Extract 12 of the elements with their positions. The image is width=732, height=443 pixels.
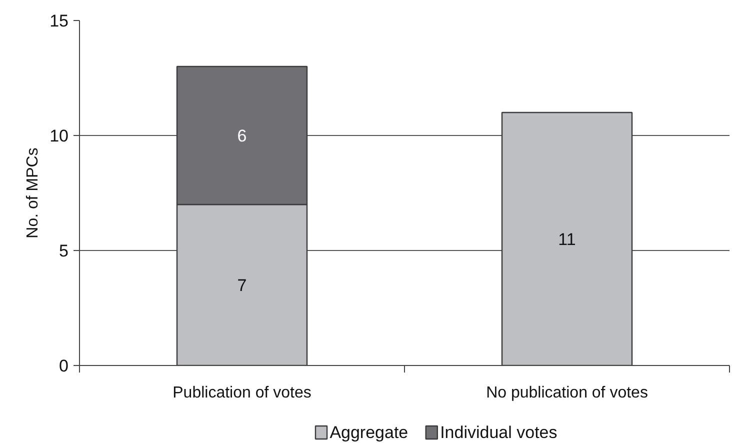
legend-label: Individual votes [440, 423, 558, 442]
legend-label: Aggregate [330, 423, 408, 442]
x-tick-label: No publication of votes [486, 384, 648, 402]
y-tick-label: 0 [59, 356, 69, 376]
y-tick-label: 5 [59, 242, 69, 260]
data-label: 11 [558, 230, 576, 249]
y-axis-title: No. of MPCs [24, 148, 42, 238]
y-tick-label: 15 [50, 12, 69, 30]
data-label: 7 [237, 276, 247, 295]
y-tick-label: 10 [50, 126, 69, 146]
x-tick-label: Publication of votes [172, 384, 312, 402]
data-label: 6 [237, 126, 247, 146]
